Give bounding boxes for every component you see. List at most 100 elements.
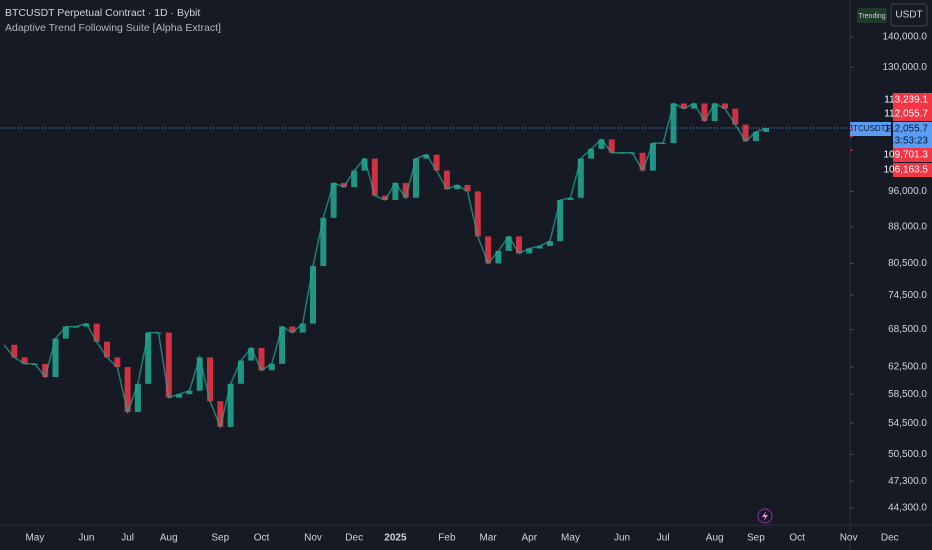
candle-body xyxy=(268,363,275,371)
candle-body xyxy=(392,182,399,200)
y-tick-label: 68,500.0 xyxy=(888,324,927,335)
x-tick-label: Aug xyxy=(706,533,724,544)
y-tick-label: 47,300.0 xyxy=(888,476,927,487)
y-tick-label: 80,500.0 xyxy=(888,258,927,269)
candle-body xyxy=(474,191,481,237)
symbol-tag xyxy=(850,122,891,136)
y-tick-label: 130,000.0 xyxy=(883,62,928,73)
y-tick-label: 58,500.0 xyxy=(888,389,927,400)
candle-body xyxy=(691,103,698,109)
event-bolt xyxy=(762,511,768,521)
badge-bg xyxy=(857,8,887,23)
price-label-bg xyxy=(893,148,932,162)
candle-body xyxy=(732,108,739,125)
badge: Trending xyxy=(858,13,885,20)
currency[interactable]: USDT xyxy=(895,10,922,21)
candle-body xyxy=(577,158,584,198)
candle-body xyxy=(299,323,306,333)
candle-body xyxy=(134,383,141,413)
candle-body xyxy=(722,103,728,109)
price-label: 109,701.3 xyxy=(884,150,929,161)
candle-body xyxy=(371,158,378,196)
candle-body xyxy=(196,357,203,391)
candle-body xyxy=(186,390,193,395)
x-tick-label: Oct xyxy=(789,533,805,544)
x-tick-label: 2025 xyxy=(384,533,407,544)
candle-body xyxy=(598,139,605,149)
candle-body xyxy=(320,217,327,267)
candle-body xyxy=(207,357,213,402)
candle-body xyxy=(711,103,718,122)
candle-body xyxy=(526,248,533,254)
candle-body xyxy=(361,158,368,171)
x-tick-label: Nov xyxy=(840,533,858,544)
countdown: 13:53:23 xyxy=(889,136,928,147)
candle-body xyxy=(763,128,770,132)
y-tick-label: 74,500.0 xyxy=(888,290,927,301)
event-icon[interactable] xyxy=(757,508,773,524)
candle-body xyxy=(340,182,347,188)
chart-title: BTCUSDT Perpetual Contract · 1D · Bybit xyxy=(5,7,200,19)
candle-body xyxy=(670,103,677,144)
candle-body xyxy=(701,103,708,122)
price-label: 106,163.5 xyxy=(884,165,929,176)
x-tick-label: Sep xyxy=(747,533,765,544)
candle-body xyxy=(52,338,59,378)
candle-body xyxy=(433,154,440,171)
x-tick-label: Dec xyxy=(345,533,363,544)
candle-body xyxy=(536,246,543,249)
candle-body xyxy=(742,124,749,142)
price-label: 112,055.7 xyxy=(884,124,928,135)
candle-body xyxy=(505,236,512,251)
candle-body xyxy=(639,152,646,171)
y-tick-label: 54,500.0 xyxy=(888,418,927,429)
candle-body xyxy=(752,131,759,142)
price-tag xyxy=(893,122,932,148)
y-tick-label: 140,000.0 xyxy=(883,32,928,43)
candle-body xyxy=(516,236,522,254)
candle-body xyxy=(423,154,430,159)
x-tick-label: May xyxy=(25,533,44,544)
x-tick-label: Oct xyxy=(254,533,270,544)
candle-body xyxy=(546,241,553,247)
currency-button[interactable] xyxy=(890,3,928,27)
trend-line xyxy=(3,102,767,430)
candle-body xyxy=(248,347,255,361)
candle-body xyxy=(649,143,656,171)
y-tick-label: 62,500.0 xyxy=(888,362,927,373)
candle-body xyxy=(402,182,409,198)
indicator-name: Adaptive Trend Following Suite [Alpha Ex… xyxy=(5,22,221,34)
candle-body xyxy=(176,394,183,398)
price-label: 112,055.7 xyxy=(884,109,928,120)
candle-body xyxy=(330,182,337,218)
candle-body xyxy=(289,326,296,333)
candle-body xyxy=(310,266,316,324)
x-tick-label: Feb xyxy=(438,533,456,544)
candle-body xyxy=(93,323,100,342)
x-tick-label: Jun xyxy=(78,533,94,544)
candle-body xyxy=(608,139,615,153)
x-tick-label: Jun xyxy=(614,533,630,544)
candle-body xyxy=(443,170,450,190)
candle-body xyxy=(104,341,110,358)
candle-body xyxy=(485,236,492,264)
candle-body xyxy=(145,332,152,384)
price-label-bg xyxy=(893,93,932,107)
price-label-bg xyxy=(893,163,932,177)
x-tick-label: May xyxy=(561,533,580,544)
candle-body xyxy=(62,326,69,339)
price-label-bg xyxy=(893,107,932,121)
candle-body xyxy=(21,357,28,364)
candle-body xyxy=(382,195,389,200)
candle-body xyxy=(567,197,574,200)
candle-body xyxy=(588,148,595,159)
x-tick-label: Aug xyxy=(160,533,178,544)
candle-body xyxy=(217,401,224,427)
candle-body xyxy=(351,170,358,188)
x-tick-label: Jul xyxy=(657,533,670,544)
x-tick-label: Jul xyxy=(121,533,134,544)
candle-body xyxy=(165,332,172,398)
x-tick-label: Apr xyxy=(522,533,538,544)
